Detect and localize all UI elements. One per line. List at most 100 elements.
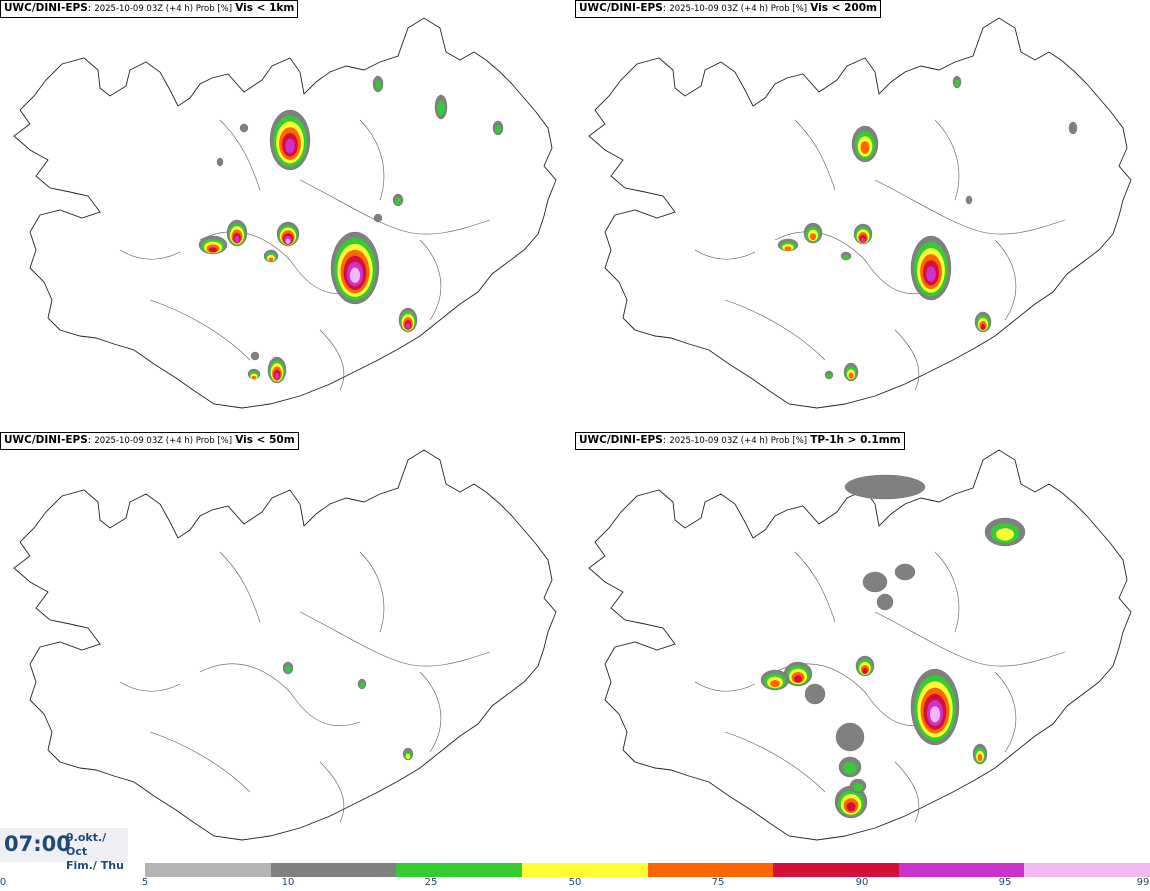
colorbar-tick-label: 10 [281, 877, 295, 888]
region-boundary [119, 249, 181, 260]
probability-area [838, 756, 862, 778]
probability-area [783, 661, 813, 687]
probability-area [876, 593, 894, 611]
region-boundary [149, 731, 251, 793]
panel-title: UWC/DINI-EPS: 2025-10-09 03Z (+4 h) Prob… [575, 0, 881, 18]
probability-area [835, 722, 865, 752]
region-boundary [419, 239, 442, 321]
region-boundary [319, 329, 345, 391]
probability-area [777, 238, 799, 252]
map-panel-precip: UWC/DINI-EPS: 2025-10-09 03Z (+4 h) Prob… [575, 432, 1150, 864]
probability-area [855, 655, 875, 677]
region-boundary [149, 299, 251, 361]
region-boundary [299, 611, 491, 667]
colorbar-tick-label: 95 [998, 877, 1012, 888]
probability-area [840, 251, 852, 261]
coastline [13, 17, 557, 409]
region-boundary [874, 611, 1066, 667]
probability-area [198, 235, 228, 255]
probability-area [824, 370, 834, 380]
region-boundary [359, 551, 385, 633]
probability-area [1068, 121, 1078, 135]
probability-area [239, 123, 249, 133]
colorbar-segment [145, 863, 272, 877]
probability-area [492, 120, 504, 136]
probability-area [849, 778, 867, 794]
probability-area [851, 125, 879, 163]
probability-area [263, 249, 279, 263]
probability-area [974, 311, 992, 333]
colorbar-tick-label: 5 [141, 877, 149, 888]
region-boundary [774, 231, 936, 294]
probability-area [984, 517, 1026, 547]
probability-area [965, 195, 973, 205]
probability-area [402, 747, 414, 761]
colorbar-segment [270, 863, 397, 877]
probability-area [844, 474, 926, 500]
region-boundary [794, 551, 836, 623]
region-boundary [934, 551, 960, 633]
region-boundary [199, 231, 361, 294]
region-boundary [894, 761, 920, 823]
coastline [13, 449, 557, 841]
probability-area [760, 669, 790, 691]
valid-time-box: 07:00 9.okt./ Oct Fim./ Thu [0, 828, 128, 872]
probability-area [372, 75, 384, 93]
map-panel-vis-50m: UWC/DINI-EPS: 2025-10-09 03Z (+4 h) Prob… [0, 432, 575, 864]
colorbar-tick-label: 75 [711, 877, 725, 888]
region-boundary [319, 761, 345, 823]
region-boundary [994, 239, 1017, 321]
region-boundary [934, 119, 960, 201]
colorbar-segment [773, 863, 900, 877]
region-boundary [694, 681, 756, 692]
probability-area [398, 307, 418, 333]
region-boundary [119, 681, 181, 692]
region-boundary [419, 671, 442, 753]
region-boundary [299, 179, 491, 235]
iceland-map [13, 449, 557, 841]
probability-area [853, 223, 873, 245]
probability-area [276, 221, 300, 247]
map-panel-vis-1km: UWC/DINI-EPS: 2025-10-09 03Z (+4 h) Prob… [0, 0, 575, 432]
probability-area [434, 94, 448, 120]
region-boundary [724, 731, 826, 793]
probability-area [910, 668, 960, 746]
region-boundary [894, 329, 920, 391]
panel-title: UWC/DINI-EPS: 2025-10-09 03Z (+4 h) Prob… [575, 432, 905, 450]
valid-date: 9.okt./ Oct Fim./ Thu [66, 831, 124, 872]
probability-area [247, 368, 261, 380]
colorbar-tick-label: 0 [0, 877, 7, 888]
probability-area [357, 678, 367, 690]
region-boundary [199, 663, 361, 726]
coastline [588, 449, 1132, 841]
probability-area [282, 661, 294, 675]
probability-area [910, 235, 952, 301]
probability-area [330, 231, 380, 305]
colorbar-segment [396, 863, 523, 877]
probability-area [804, 683, 826, 705]
panel-title: UWC/DINI-EPS: 2025-10-09 03Z (+4 h) Prob… [0, 0, 299, 18]
probability-area [803, 222, 823, 244]
probability-area [834, 785, 868, 819]
valid-time: 07:00 [4, 832, 71, 856]
colorbar-segment [521, 863, 648, 877]
region-boundary [219, 119, 261, 191]
probability-area [894, 563, 916, 581]
probability-area [862, 571, 888, 593]
region-boundary [359, 119, 385, 201]
colorbar-segment [647, 863, 774, 877]
region-boundary [794, 119, 836, 191]
probability-area [373, 213, 383, 223]
iceland-map [588, 17, 1132, 409]
map-panel-vis-200m: UWC/DINI-EPS: 2025-10-09 03Z (+4 h) Prob… [575, 0, 1150, 432]
probability-area [267, 356, 287, 384]
colorbar-tick-label: 25 [424, 877, 438, 888]
colorbar-segment [898, 863, 1025, 877]
probability-area [972, 743, 988, 765]
colorbar-segment [1024, 863, 1150, 877]
probability-area [392, 193, 404, 207]
probability-area [250, 351, 260, 361]
colorbar-tick-label: 90 [855, 877, 869, 888]
probability-area [269, 109, 311, 171]
colorbar-tick-label: 50 [568, 877, 582, 888]
